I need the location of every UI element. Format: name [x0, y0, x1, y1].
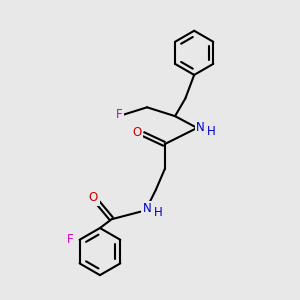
Text: F: F: [67, 233, 74, 246]
Text: N: N: [143, 202, 152, 215]
Text: O: O: [133, 126, 142, 139]
Text: N: N: [196, 122, 205, 134]
Text: O: O: [89, 191, 98, 205]
Text: H: H: [207, 125, 215, 138]
Text: H: H: [154, 206, 162, 219]
Text: F: F: [116, 108, 122, 121]
